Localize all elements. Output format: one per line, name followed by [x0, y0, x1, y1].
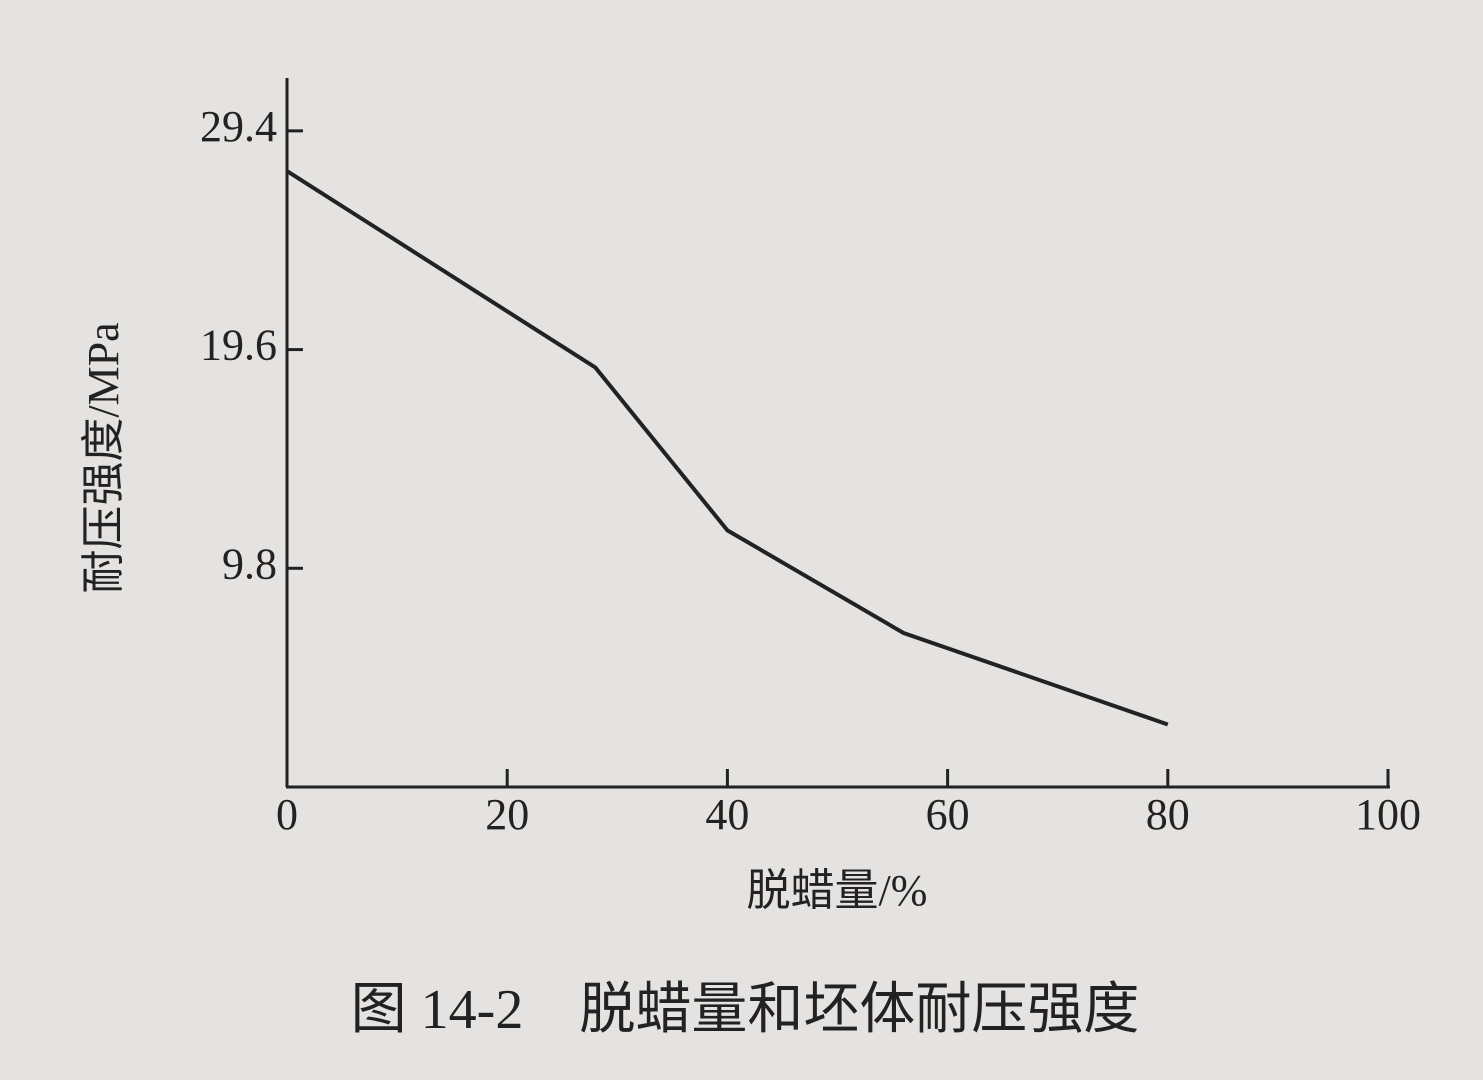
y-axis-label: 耐压强度/MPa	[79, 322, 128, 593]
x-tick-label: 80	[1146, 790, 1190, 839]
y-tick-label: 19.6	[200, 321, 277, 370]
y-tick-label: 29.4	[200, 102, 277, 151]
x-tick-label: 100	[1355, 790, 1421, 839]
x-tick-label: 40	[705, 790, 749, 839]
x-axis-label: 脱蜡量/%	[747, 866, 928, 915]
y-tick-label: 9.8	[222, 539, 277, 588]
x-tick-label: 60	[926, 790, 970, 839]
x-tick-label: 20	[485, 790, 529, 839]
chart-title: 图 14-2 脱蜡量和坯体耐压强度	[351, 979, 1140, 1041]
data-line	[285, 169, 1169, 727]
x-tick-label: 0	[276, 790, 298, 839]
